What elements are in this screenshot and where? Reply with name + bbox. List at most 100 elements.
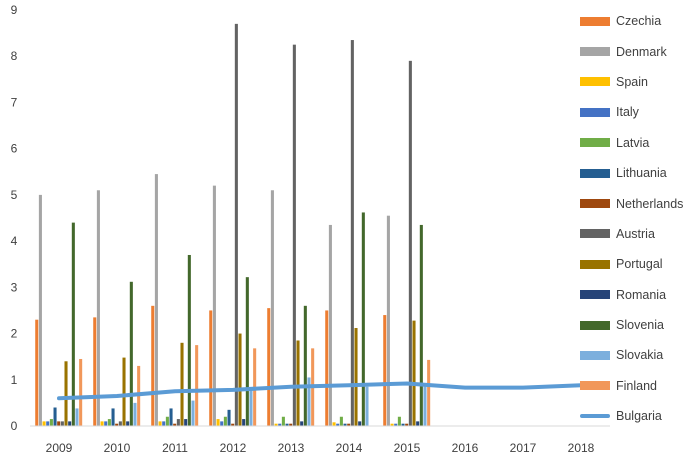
y-tick-label: 5 <box>11 188 18 202</box>
bar-latvia <box>397 416 401 426</box>
legend-item-netherlands: Netherlands <box>580 188 698 218</box>
legend: Czechia Denmark Spain Italy Latvia Lithuania N… <box>580 6 698 431</box>
series-romania <box>68 419 420 426</box>
y-tick-label: 1 <box>11 373 18 387</box>
bar-portugal <box>238 333 242 426</box>
legend-swatch <box>580 16 610 26</box>
series-denmark <box>38 174 390 426</box>
bar-romania <box>126 421 130 426</box>
legend-item-slovakia: Slovakia <box>580 340 698 370</box>
bar-denmark <box>386 215 390 426</box>
x-tick-label: 2011 <box>162 441 188 455</box>
bar-italy <box>220 421 224 426</box>
y-tick-label: 6 <box>11 142 18 156</box>
bar-finland <box>195 345 199 426</box>
legend-swatch <box>580 414 610 419</box>
y-tick-label: 3 <box>11 280 18 294</box>
bar-austria <box>350 40 354 427</box>
bar-denmark <box>96 190 100 426</box>
bar-italy <box>104 421 108 426</box>
series-czechia <box>35 305 387 426</box>
legend-item-romania: Romania <box>580 280 698 310</box>
bar-slovakia <box>133 402 137 426</box>
legend-swatch <box>580 350 610 360</box>
bar-latvia <box>107 419 111 426</box>
x-tick-label: 2013 <box>278 441 305 455</box>
bar-netherlands <box>173 423 177 426</box>
legend-swatch <box>580 199 610 209</box>
legend-swatch <box>580 77 610 87</box>
bar-finland <box>79 358 83 426</box>
bar-netherlands <box>347 423 351 426</box>
x-tick-label: 2016 <box>452 441 479 455</box>
bar-czechia <box>35 319 39 426</box>
legend-item-denmark: Denmark <box>580 36 698 66</box>
bar-portugal <box>354 328 358 426</box>
legend-label: Romania <box>616 287 667 302</box>
bar-romania <box>300 421 304 426</box>
x-tick-label: 2012 <box>220 441 247 455</box>
bar-czechia <box>325 310 329 426</box>
legend-item-spain: Spain <box>580 67 698 97</box>
bar-italy <box>46 421 50 426</box>
bar-austria <box>118 421 122 426</box>
bar-slovenia <box>129 281 133 426</box>
legend-item-finland: Finland <box>580 371 698 401</box>
series-slovakia <box>75 377 427 426</box>
bar-lithuania <box>401 423 405 426</box>
x-axis: 2009 2010 2011 2012 2013 2014 2015 2016 2017 2018 <box>46 441 595 455</box>
bar-italy <box>162 421 166 426</box>
x-tick-label: 2017 <box>510 441 537 455</box>
y-tick-label: 2 <box>11 327 18 341</box>
bar-portugal <box>412 320 416 426</box>
bar-lithuania <box>343 423 347 426</box>
bar-romania <box>358 421 362 426</box>
x-tick-label: 2010 <box>104 441 131 455</box>
bar-netherlands <box>289 423 293 426</box>
series-portugal <box>64 320 416 426</box>
bar-czechia <box>93 317 97 426</box>
bar-austria <box>176 419 180 426</box>
y-tick-label: 7 <box>11 95 18 109</box>
bar-slovakia <box>423 384 427 426</box>
bar-portugal <box>296 340 300 426</box>
legend-label: Finland <box>616 378 657 393</box>
legend-label: Netherlands <box>616 196 684 211</box>
legend-item-czechia: Czechia <box>580 6 698 36</box>
bar-romania <box>416 421 420 426</box>
legend-label: Slovenia <box>616 318 664 333</box>
bar-series-group <box>35 23 431 427</box>
bar-spain <box>274 423 278 426</box>
bar-spain <box>158 421 162 426</box>
bar-netherlands <box>115 423 119 426</box>
x-tick-label: 2015 <box>394 441 421 455</box>
bar-slovenia <box>361 212 365 426</box>
bar-spain <box>42 421 46 426</box>
bar-latvia <box>49 419 53 426</box>
bar-netherlands <box>57 421 61 426</box>
legend-label: Latvia <box>616 135 650 150</box>
legend-label: Lithuania <box>616 166 667 181</box>
bar-slovenia <box>187 254 191 426</box>
bar-czechia <box>151 305 155 426</box>
bar-austria <box>60 421 64 426</box>
legend-item-lithuania: Lithuania <box>580 158 698 188</box>
bar-denmark <box>38 194 42 426</box>
legend-label: Italy <box>616 105 639 120</box>
series-italy <box>46 421 398 426</box>
legend-swatch <box>580 47 610 57</box>
bar-denmark <box>212 185 216 426</box>
series-netherlands <box>57 421 409 426</box>
bar-denmark <box>154 174 158 426</box>
bar-slovakia <box>191 400 195 426</box>
legend-swatch <box>580 138 610 148</box>
legend-swatch <box>580 320 610 330</box>
bar-czechia <box>383 315 387 426</box>
bar-latvia <box>165 416 169 426</box>
bar-austria <box>292 44 296 427</box>
series-austria <box>60 23 412 427</box>
y-tick-label: 8 <box>11 49 18 63</box>
bar-latvia <box>339 416 343 426</box>
bar-denmark <box>270 190 274 426</box>
